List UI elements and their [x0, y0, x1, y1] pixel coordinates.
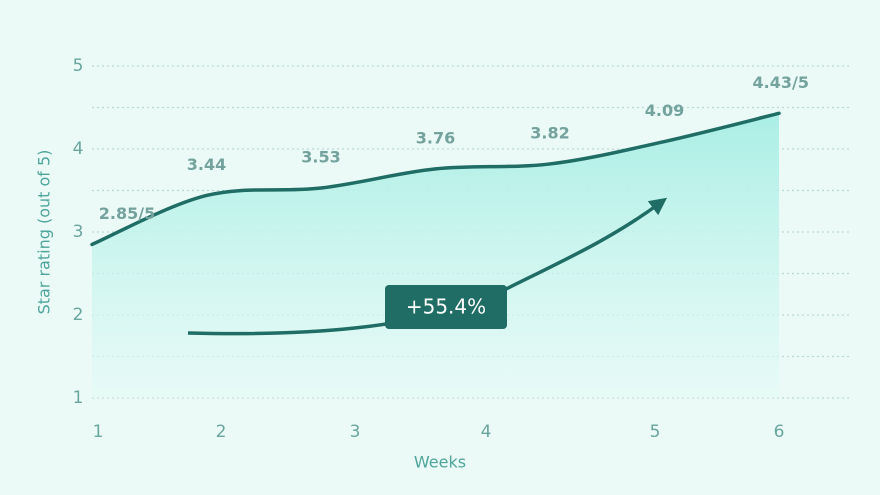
value-label: 2.85/5: [99, 204, 155, 223]
value-label: 3.53: [301, 148, 340, 167]
y-tick-label: 1: [73, 388, 84, 408]
x-tick-label: 3: [350, 422, 361, 442]
x-tick-label: 2: [216, 422, 227, 442]
y-tick-label: 2: [73, 305, 84, 325]
y-tick-label: 5: [73, 56, 84, 76]
value-label: 4.09: [645, 101, 684, 120]
area: [92, 113, 779, 398]
y-axis-title: Star rating (out of 5): [35, 150, 54, 315]
x-tick-label: 6: [774, 422, 785, 442]
value-label: 3.76: [416, 128, 455, 147]
x-tick-label: 4: [481, 422, 492, 442]
annotation: +55.4%: [406, 295, 486, 319]
annotation-box: [385, 285, 507, 329]
x-axis-title: Weeks: [414, 453, 466, 472]
value-label: 3.44: [187, 155, 226, 174]
line: [90, 111, 781, 247]
x-tick-label: 1: [93, 422, 104, 442]
value-label: 3.82: [530, 123, 569, 142]
y-tick-label: 4: [73, 139, 84, 159]
value-label: 4.43/5: [753, 73, 809, 92]
y-tick-label: 3: [73, 222, 84, 242]
x-tick-label: 5: [650, 422, 661, 442]
